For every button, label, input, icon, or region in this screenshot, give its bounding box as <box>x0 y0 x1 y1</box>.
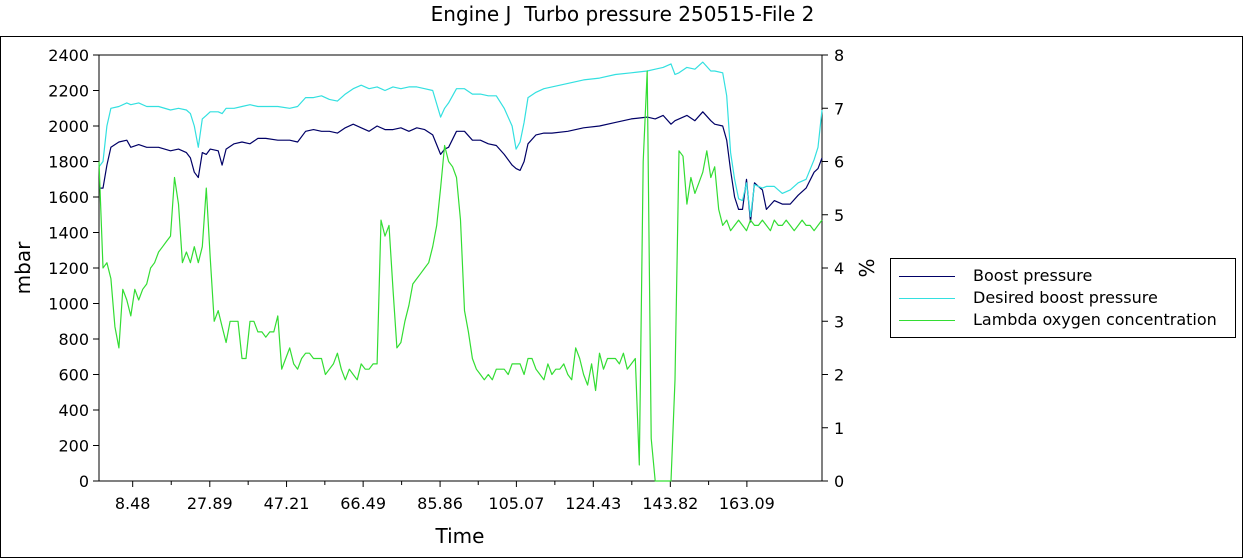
legend-item-boost-pressure: Boost pressure <box>891 266 1235 288</box>
legend-label-boost-pressure: Boost pressure <box>973 266 1093 285</box>
y2-tick-label: 5 <box>834 206 844 225</box>
y2-tick-label: 7 <box>834 99 844 118</box>
series-line-boost-pressure <box>99 111 823 223</box>
legend-item-desired-boost-pressure: Desired boost pressure <box>891 288 1235 310</box>
chart-frame <box>0 36 1243 558</box>
y2-tick-label: 2 <box>834 366 844 385</box>
x-tick-label: 124.43 <box>565 494 621 513</box>
y-axis-title: mbar <box>11 241 35 294</box>
left-y-axis: 0 200 400 600 800 1000 1200 1400 1600 1800 2000 220… <box>48 46 99 491</box>
x-tick-label: 47.21 <box>264 494 310 513</box>
x-axis: 8.48 27.89 47.21 66.49 85.86 105.07 124.43 143.… <box>115 481 775 513</box>
y-tick-label: 800 <box>58 330 89 349</box>
legend-swatch-boost-pressure <box>899 276 955 277</box>
y2-tick-label: 4 <box>834 259 844 278</box>
legend-swatch-desired-boost-pressure <box>899 298 955 299</box>
y2-tick-label: 0 <box>834 472 844 491</box>
legend-label-lambda-oxygen-concentration: Lambda oxygen concentration <box>973 310 1217 329</box>
y-tick-label: 1000 <box>48 295 89 314</box>
plot-area <box>98 54 823 482</box>
legend-item-lambda-oxygen-concentration: Lambda oxygen concentration <box>891 310 1235 332</box>
x-tick-label: 66.49 <box>340 494 386 513</box>
y-tick-label: 200 <box>58 437 89 456</box>
y-tick-label: 1600 <box>48 188 89 207</box>
legend: Boost pressure Desired boost pressure La… <box>890 258 1236 338</box>
y2-tick-label: 3 <box>834 312 844 331</box>
series-line-lambda-oxygen-concentration <box>98 70 823 482</box>
x-tick-label: 163.09 <box>719 494 775 513</box>
right-y-axis: 0 1 2 3 4 5 6 7 8 <box>822 46 844 491</box>
series-layer <box>98 61 823 482</box>
x-tick-label: 27.89 <box>187 494 233 513</box>
legend-swatch-lambda-oxygen-concentration <box>899 320 955 321</box>
legend-label-desired-boost-pressure: Desired boost pressure <box>973 288 1158 307</box>
y2-tick-label: 8 <box>834 46 844 65</box>
y-tick-label: 1200 <box>48 259 89 278</box>
chart-title: Engine J Turbo pressure 250515-File 2 <box>430 2 815 26</box>
y-tick-label: 1800 <box>48 153 89 172</box>
y2-tick-label: 1 <box>834 419 844 438</box>
y-tick-label: 2000 <box>48 117 89 136</box>
y-tick-label: 400 <box>58 401 89 420</box>
y-tick-label: 600 <box>58 366 89 385</box>
x-tick-label: 105.07 <box>488 494 544 513</box>
x-tick-label: 143.82 <box>642 494 698 513</box>
y2-tick-label: 6 <box>834 153 844 172</box>
y-tick-label: 2400 <box>48 46 89 65</box>
y-tick-label: 2200 <box>48 82 89 101</box>
y2-axis-title: % <box>855 258 879 277</box>
y-tick-label: 1400 <box>48 224 89 243</box>
x-tick-label: 85.86 <box>417 494 463 513</box>
x-axis-title: Time <box>435 524 485 548</box>
y-tick-label: 0 <box>79 472 89 491</box>
series-line-desired-boost-pressure <box>98 61 823 218</box>
x-tick-label: 8.48 <box>115 494 151 513</box>
